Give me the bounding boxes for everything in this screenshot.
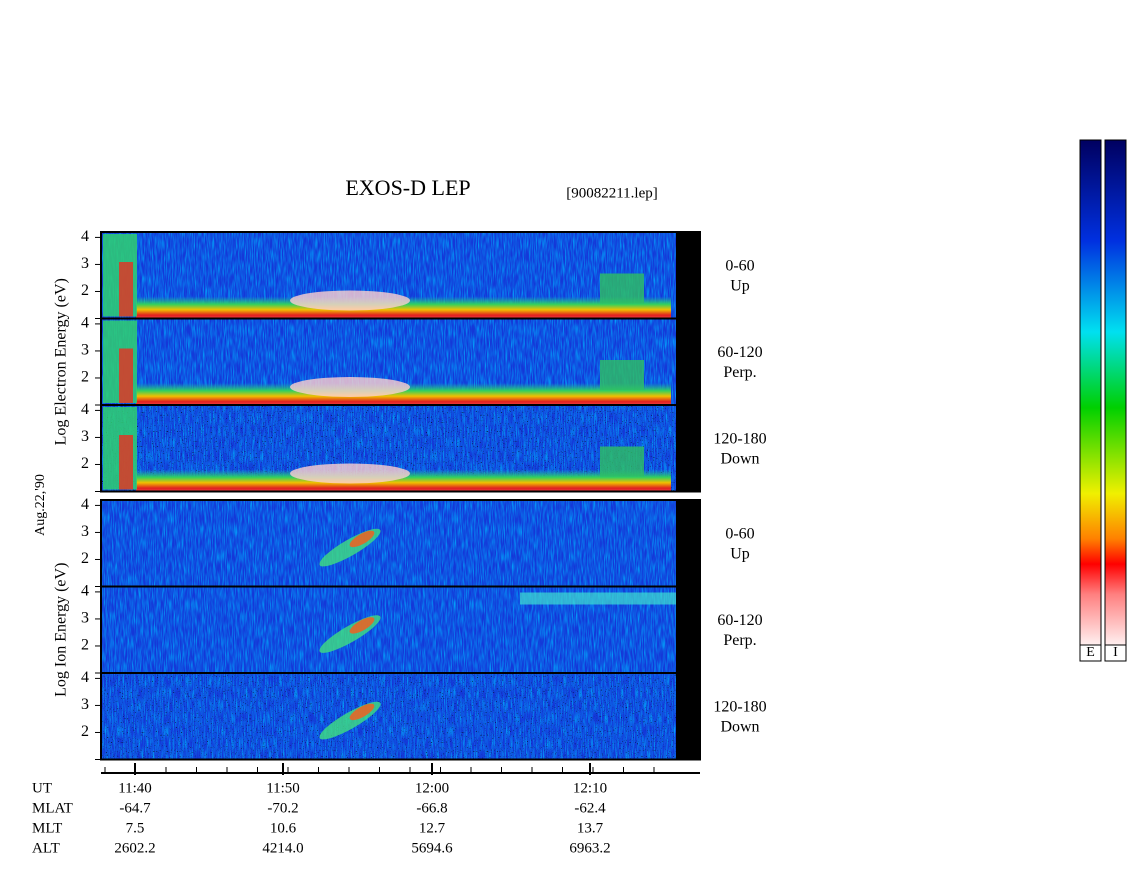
y-tick-label: 2 <box>81 723 89 740</box>
data-gap <box>676 318 700 405</box>
ephemeris-value: 12:00 <box>415 780 449 796</box>
y-tick-label: 3 <box>81 610 89 627</box>
ephemeris-value: -70.2 <box>267 800 298 816</box>
colorbar <box>1104 139 1127 646</box>
y-tick-label: 4 <box>81 583 89 600</box>
ephemeris-value: 5694.6 <box>411 840 453 856</box>
panel-label: 60-120 <box>717 612 762 629</box>
early-burst-core <box>119 348 133 403</box>
ion-arc-core <box>349 703 375 721</box>
low-energy-band <box>136 383 671 405</box>
y-tick-label: 3 <box>81 523 89 540</box>
y-tick-label: 4 <box>81 228 89 245</box>
panel-label: 120-180 <box>713 430 766 447</box>
data-gap <box>676 673 700 760</box>
colorbar-label: E <box>1086 645 1095 660</box>
title: EXOS-D LEP <box>345 175 470 200</box>
ephemeris-name: MLAT <box>32 800 73 816</box>
y-tick-label: 2 <box>81 637 89 654</box>
y-tick-label: 2 <box>81 282 89 299</box>
y-tick-label: 4 <box>81 315 89 332</box>
y-tick-label: 3 <box>81 255 89 272</box>
ephemeris-value: 10.6 <box>270 820 297 836</box>
y-tick-label: 2 <box>81 550 89 567</box>
ephemeris-value: 2602.2 <box>114 840 155 856</box>
colorbar-label: I <box>1113 645 1118 660</box>
ion-beam <box>520 592 676 605</box>
late-patch <box>600 446 644 477</box>
ion-arc-core <box>349 617 375 634</box>
subtitle: [90082211.lep] <box>566 185 658 201</box>
panel-label: Up <box>730 545 750 562</box>
y-tick-label: 4 <box>81 496 89 513</box>
late-patch <box>600 360 644 390</box>
y-tick-label: 3 <box>81 696 89 713</box>
heated-band <box>290 463 410 484</box>
panel-label: 60-120 <box>717 344 762 361</box>
panel-label: 0-60 <box>725 525 754 542</box>
ephemeris-name: ALT <box>32 840 60 856</box>
ephemeris-value: 4214.0 <box>262 840 303 856</box>
colorbar <box>1079 139 1102 646</box>
spectrogram-noise <box>101 500 676 587</box>
data-gap <box>676 500 700 587</box>
y-axis-label: Log Electron Energy (eV) <box>53 278 70 445</box>
early-burst-core <box>119 262 133 317</box>
panel-frame <box>100 404 701 493</box>
ephemeris-value: 12.7 <box>419 820 446 836</box>
ephemeris-value: -62.4 <box>574 800 606 816</box>
spectrogram-gaps <box>101 673 676 760</box>
date-label: Aug.22,'90 <box>33 474 48 536</box>
data-gap <box>676 586 700 673</box>
colorbar-label-box <box>1079 644 1102 662</box>
ephemeris-value: -66.8 <box>416 800 447 816</box>
data-gap <box>676 405 700 492</box>
panel-label: Down <box>720 450 759 467</box>
early-burst-core <box>119 435 133 490</box>
low-energy-band <box>136 469 671 492</box>
panel-frame <box>100 672 701 761</box>
y-tick-label: 4 <box>81 401 89 418</box>
panel-label: Down <box>720 718 759 735</box>
ion-arc-core <box>349 530 375 548</box>
panel-label: 120-180 <box>713 698 766 715</box>
data-gap <box>676 232 700 319</box>
ephemeris-value: 13.7 <box>577 820 604 836</box>
ephemeris-value: 11:50 <box>266 780 300 796</box>
y-tick-label: 2 <box>81 455 89 472</box>
heated-band <box>290 290 410 311</box>
y-tick-label: 4 <box>81 669 89 686</box>
y-tick-label: 3 <box>81 428 89 445</box>
ephemeris-value: 11:40 <box>118 780 152 796</box>
panel-label: Perp. <box>723 632 756 649</box>
ephemeris-name: MLT <box>32 820 62 836</box>
y-tick-label: 3 <box>81 342 89 359</box>
y-tick-label: 2 <box>81 369 89 386</box>
ephemeris-value: 12:10 <box>573 780 607 796</box>
ephemeris-value: -64.7 <box>119 800 151 816</box>
colorbar-label-box <box>1104 644 1127 662</box>
ephemeris-value: 7.5 <box>126 820 145 836</box>
heated-band <box>290 377 410 397</box>
low-energy-band <box>136 296 671 319</box>
panel-label: Perp. <box>723 364 756 381</box>
ephemeris-value: 6963.2 <box>569 840 610 856</box>
y-axis-label: Log Ion Energy (eV) <box>53 563 70 697</box>
ephemeris-name: UT <box>32 780 52 796</box>
late-patch <box>600 273 644 304</box>
panel-label: 0-60 <box>725 257 754 274</box>
panel-label: Up <box>730 277 750 294</box>
